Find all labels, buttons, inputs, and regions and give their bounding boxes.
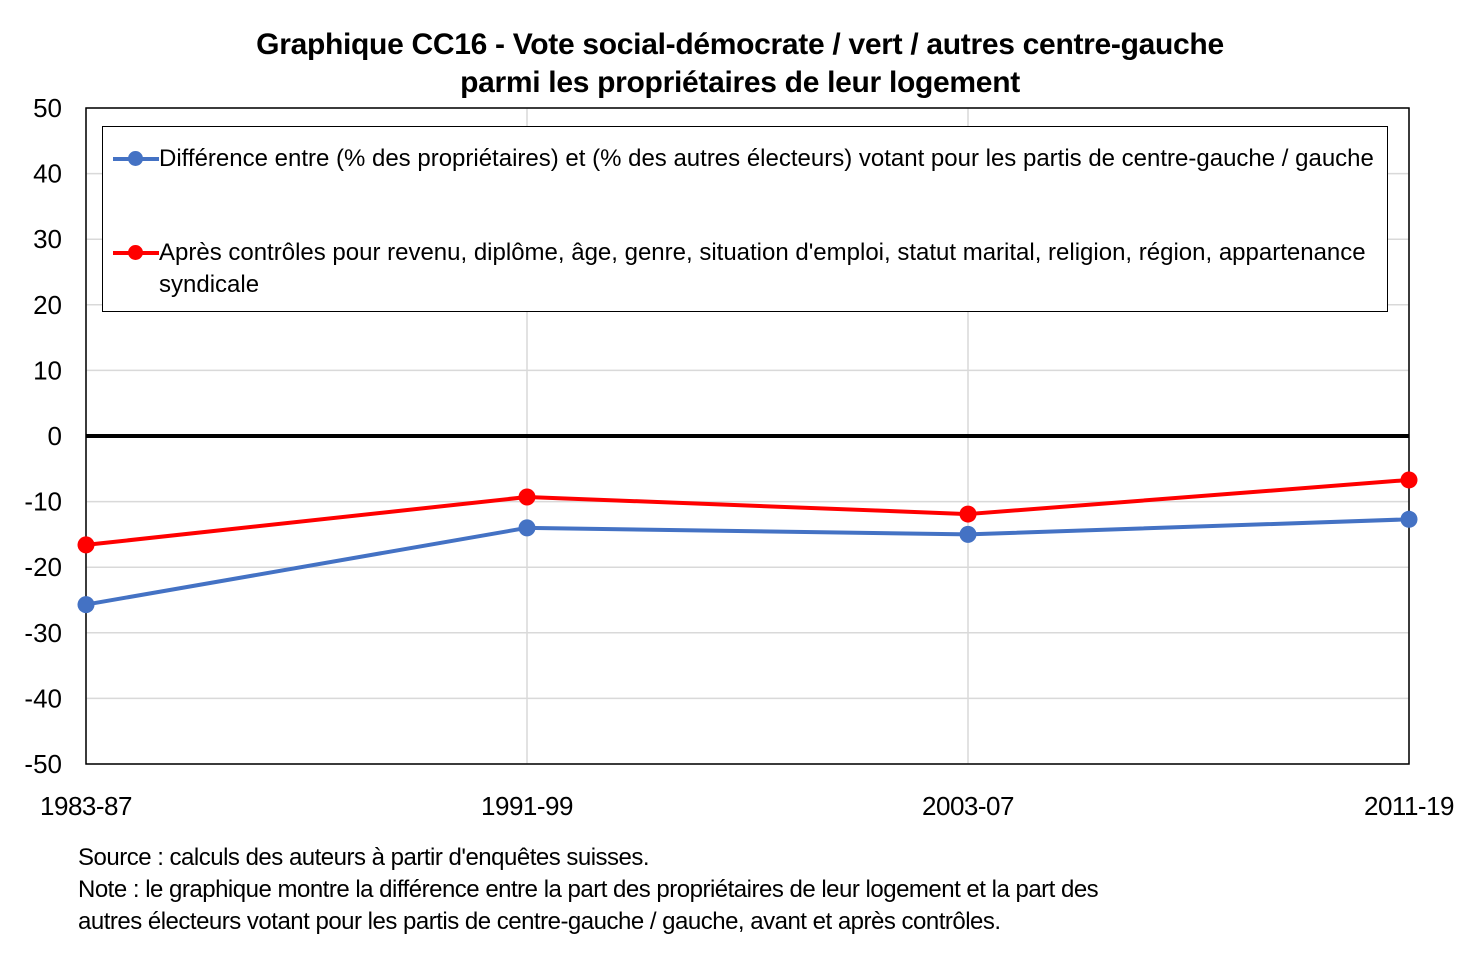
data-point-series-1 [1400, 510, 1418, 528]
x-tick-label: 1983-87 [40, 791, 132, 821]
y-tick-label: -30 [24, 618, 62, 648]
x-tick-label: 2011-19 [1364, 791, 1454, 821]
data-point-series-2 [1400, 471, 1418, 489]
y-tick-label: 30 [33, 224, 62, 254]
chart-title-line-2: parmi les propriétaires de leur logement [460, 66, 1020, 99]
chart-title-line-1: Graphique CC16 - Vote social-démocrate /… [256, 28, 1224, 61]
y-tick-label: 10 [33, 355, 62, 385]
data-point-series-1 [518, 519, 536, 537]
y-tick-label: -10 [24, 487, 62, 517]
x-tick-label: 2003-07 [922, 791, 1014, 821]
x-tick-label: 1991-99 [481, 791, 573, 821]
y-tick-label: 40 [33, 159, 62, 189]
note-line-2: autres électeurs votant pour les partis … [78, 908, 1001, 935]
data-point-series-1 [959, 525, 977, 543]
note-line-1: Note : le graphique montre la différence… [78, 876, 1099, 903]
series-line-1 [85, 517, 1410, 607]
data-point-series-2 [518, 488, 536, 506]
y-tick-label: 0 [48, 421, 62, 451]
y-tick-label: 20 [33, 290, 62, 320]
y-tick-label: 50 [33, 93, 62, 123]
legend-marker-red [111, 237, 159, 269]
legend-marker-blue [111, 143, 159, 175]
legend-label-series-1: Différence entre (% des propriétaires) e… [159, 145, 1374, 172]
chart-legend: Différence entre (% des propriétaires) e… [102, 126, 1388, 312]
data-point-series-2 [959, 505, 977, 523]
source-note: Source : calculs des auteurs à partir d'… [78, 844, 650, 871]
series-line-2 [85, 477, 1410, 547]
legend-label-series-2: Après contrôles pour revenu, diplôme, âg… [159, 239, 1366, 298]
chart-title: Graphique CC16 - Vote social-démocrate /… [0, 26, 1480, 102]
y-tick-label: -20 [24, 552, 62, 582]
legend-entry-series-1: Différence entre (% des propriétaires) e… [111, 143, 1389, 175]
data-point-series-1 [77, 596, 95, 614]
chart-notes: Source : calculs des auteurs à partir d'… [78, 842, 1099, 938]
y-tick-label: -50 [24, 749, 62, 779]
y-tick-label: -40 [24, 683, 62, 713]
data-point-series-2 [77, 536, 95, 554]
legend-entry-series-2: Après contrôles pour revenu, diplôme, âg… [111, 237, 1389, 301]
